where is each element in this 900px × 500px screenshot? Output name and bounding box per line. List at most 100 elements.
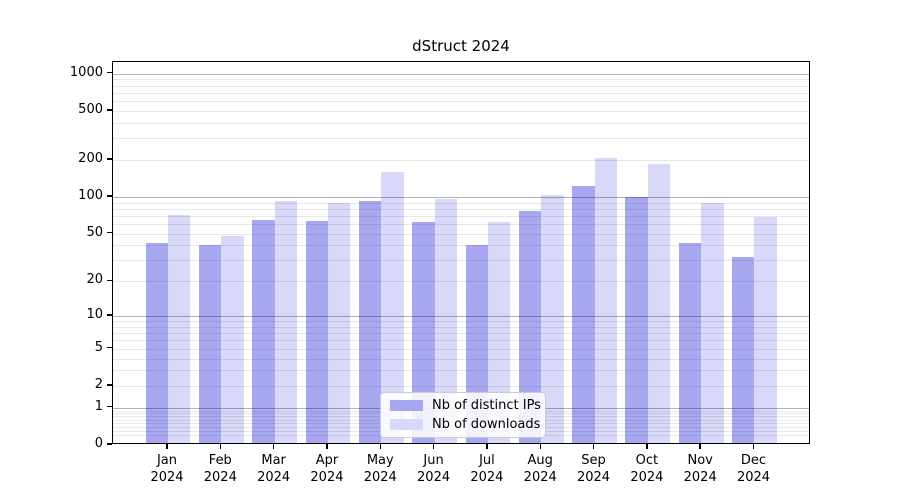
y-gridline-minor	[113, 348, 809, 350]
bar-downloads	[381, 171, 404, 443]
y-gridline-minor	[113, 281, 809, 283]
plot-area	[112, 61, 810, 444]
bar-downloads	[487, 222, 511, 443]
x-axis-tick	[272, 444, 275, 449]
x-tick-label-sep: Sep 2024	[576, 453, 611, 485]
bar-downloads	[221, 235, 244, 443]
legend: Nb of distinct IPs Nb of downloads	[380, 392, 546, 438]
y-axis-tick	[107, 195, 112, 197]
bar-downloads	[701, 202, 724, 443]
x-axis-tick	[592, 444, 595, 449]
y-gridline-minor	[113, 233, 809, 235]
y-axis-tick	[107, 347, 112, 349]
bar-distinct-ips	[732, 257, 755, 443]
legend-swatch-distinct-ips	[390, 400, 423, 411]
y-gridline-minor	[113, 260, 809, 262]
bar-distinct-ips	[412, 222, 435, 443]
y-gridline-major	[113, 316, 809, 318]
y-gridline-minor	[113, 85, 809, 87]
bar-distinct-ips	[572, 185, 595, 443]
y-gridline-minor	[113, 224, 809, 226]
x-axis-tick	[646, 444, 648, 449]
y-axis-tick	[107, 279, 112, 282]
y-gridline-minor	[113, 138, 809, 140]
y-tick-label: 50	[86, 224, 103, 240]
y-gridline-minor	[113, 215, 809, 217]
bar-distinct-ips	[145, 242, 168, 443]
y-gridline-minor	[113, 245, 809, 247]
x-axis-tick	[379, 444, 381, 449]
bar-downloads	[754, 217, 777, 443]
y-tick-label: 5	[94, 339, 103, 355]
x-axis-tick	[326, 444, 328, 449]
x-tick-label-jun: Jun 2024	[417, 453, 451, 485]
y-gridline-minor	[113, 333, 809, 335]
x-axis-tick	[486, 444, 488, 449]
y-axis-tick	[107, 158, 112, 160]
x-tick-label-jul: Jul 2024	[470, 453, 504, 485]
y-gridline-minor	[113, 340, 809, 342]
y-gridline-minor	[113, 321, 809, 323]
x-tick-label-aug: Aug 2024	[523, 453, 557, 485]
bar-distinct-ips	[358, 201, 382, 443]
bar-downloads	[647, 163, 671, 443]
y-tick-label: 100	[78, 187, 103, 203]
y-axis-tick	[107, 384, 112, 386]
x-tick-label-apr: Apr 2024	[310, 453, 344, 485]
y-axis-tick	[107, 72, 112, 74]
bar-downloads	[327, 202, 351, 443]
y-gridline-major	[113, 196, 809, 198]
y-gridline-minor	[113, 110, 809, 112]
y-tick-label: 2	[94, 376, 103, 392]
x-tick-label-nov: Nov 2024	[683, 453, 717, 485]
y-tick-label: 1	[94, 398, 103, 414]
x-axis-tick	[699, 444, 701, 449]
y-gridline-minor	[113, 101, 809, 103]
x-tick-label-may: May 2024	[363, 453, 397, 485]
bar-downloads	[594, 158, 617, 443]
bar-downloads	[274, 201, 298, 443]
legend-item-distinct-ips: Nb of distinct IPs	[390, 397, 545, 413]
bar-downloads	[434, 198, 457, 443]
chart-title: dStruct 2024	[412, 37, 510, 55]
bar-distinct-ips	[625, 196, 648, 443]
y-gridline-minor	[113, 208, 809, 210]
y-axis-tick	[107, 406, 112, 408]
x-tick-label-mar: Mar 2024	[257, 453, 291, 485]
x-tick-label-feb: Feb 2024	[203, 453, 237, 485]
x-axis-tick	[432, 444, 435, 449]
y-axis-tick	[107, 109, 112, 111]
x-tick-label-jan: Jan 2024	[150, 453, 184, 485]
y-gridline-minor	[113, 326, 809, 328]
bar-downloads	[541, 194, 564, 443]
y-tick-label: 20	[86, 272, 103, 288]
x-tick-label-dec: Dec 2024	[736, 453, 771, 485]
y-tick-label: 200	[78, 150, 103, 166]
legend-item-downloads: Nb of downloads	[390, 416, 545, 432]
x-axis-tick	[752, 444, 755, 449]
y-axis-tick	[107, 314, 112, 316]
y-gridline-minor	[113, 385, 809, 387]
x-axis-tick	[166, 444, 168, 449]
legend-label-distinct-ips: Nb of distinct IPs	[432, 397, 541, 413]
legend-label-downloads: Nb of downloads	[432, 416, 541, 432]
bar-distinct-ips	[678, 242, 702, 443]
legend-swatch-downloads	[390, 419, 423, 430]
y-gridline-minor	[113, 358, 809, 360]
y-gridline-minor	[113, 92, 809, 94]
bar-distinct-ips	[518, 210, 542, 443]
y-gridline-minor	[113, 159, 809, 161]
bar-distinct-ips	[252, 219, 275, 443]
y-gridline-major	[113, 73, 809, 75]
y-gridline-minor	[113, 79, 809, 81]
y-axis-tick	[107, 443, 112, 445]
x-axis-tick	[219, 444, 221, 449]
y-tick-label: 1000	[69, 64, 103, 80]
x-axis-tick	[539, 444, 541, 449]
y-tick-label: 500	[78, 101, 103, 117]
bar-distinct-ips	[305, 221, 328, 443]
bar-downloads	[168, 215, 191, 443]
y-gridline-minor	[113, 370, 809, 372]
y-tick-label: 10	[86, 307, 103, 323]
